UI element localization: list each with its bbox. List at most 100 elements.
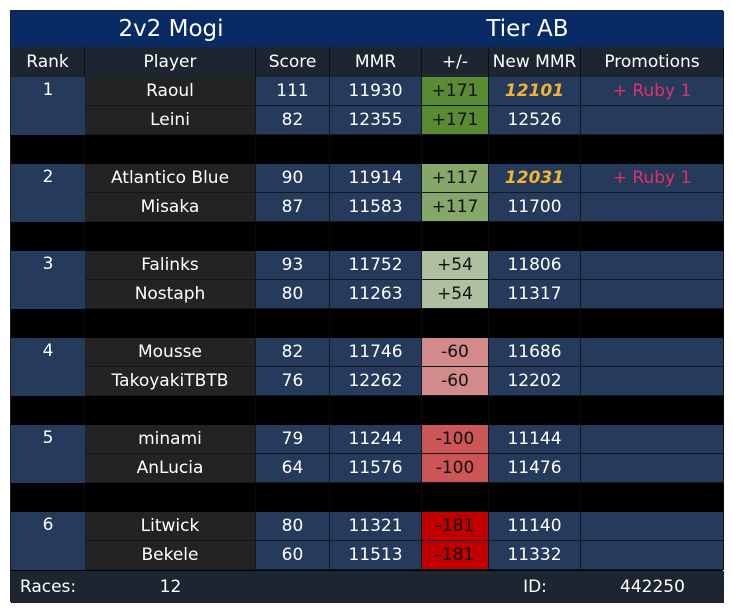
player-score: 80 (256, 280, 330, 309)
table-row: Misaka 87 11583 +117 11700 (11, 193, 724, 222)
player-name: Misaka (85, 193, 256, 222)
player-score: 111 (256, 77, 330, 106)
new-mmr: 12526 (489, 106, 581, 135)
table-row: Litwick 80 11321 -181 11140 (11, 512, 724, 541)
tier-title: Tier AB (486, 16, 569, 42)
separator-cell (11, 309, 85, 338)
header-new-mmr: New MMR (489, 47, 581, 77)
table-row: Leini 82 12355 +171 12526 (11, 106, 724, 135)
new-mmr: 11700 (489, 193, 581, 222)
separator-cell (85, 222, 256, 251)
player-score: 76 (256, 367, 330, 396)
promotion (581, 251, 724, 280)
player-score: 82 (256, 338, 330, 367)
promotion (581, 338, 724, 367)
separator-cell (85, 309, 256, 338)
promotion (581, 541, 724, 570)
separator-cell (85, 135, 256, 164)
id-label: ID: (523, 577, 547, 597)
new-mmr: 11144 (489, 425, 581, 454)
player-score: 80 (256, 512, 330, 541)
header-mmr: MMR (330, 47, 422, 77)
promotion (581, 425, 724, 454)
team-separator (11, 135, 724, 164)
separator-cell (489, 396, 581, 425)
player-score: 79 (256, 425, 330, 454)
separator-cell (489, 222, 581, 251)
player-name: Falinks (85, 251, 256, 280)
player-name: Atlantico Blue (85, 164, 256, 193)
separator-cell (11, 396, 85, 425)
separator-cell (256, 135, 330, 164)
player-score: 82 (256, 106, 330, 135)
id-value: 442250 (620, 577, 685, 597)
header-rank: Rank (11, 47, 85, 77)
separator-cell (256, 483, 330, 512)
team-rank: 4 (11, 338, 85, 396)
player-name: TakoyakiTBTB (85, 367, 256, 396)
player-mmr: 11244 (330, 425, 422, 454)
table-row: Mousse 82 11746 -60 11686 (11, 338, 724, 367)
mmr-change: -60 (422, 367, 489, 396)
promotion: + Ruby 1 (581, 77, 724, 106)
races-label: Races: (19, 577, 77, 597)
mmr-change: +117 (422, 193, 489, 222)
new-mmr: 11476 (489, 454, 581, 483)
player-score: 93 (256, 251, 330, 280)
table-row: TakoyakiTBTB 76 12262 -60 12202 (11, 367, 724, 396)
player-mmr: 11746 (330, 338, 422, 367)
table-row: minami 79 11244 -100 11144 (11, 425, 724, 454)
player-mmr: 11513 (330, 541, 422, 570)
new-mmr: 12202 (489, 367, 581, 396)
mmr-change: -60 (422, 338, 489, 367)
header-promotions: Promotions (581, 47, 724, 77)
new-mmr: 11806 (489, 251, 581, 280)
mmr-change: +54 (422, 280, 489, 309)
promotion (581, 193, 724, 222)
mmr-change: -100 (422, 454, 489, 483)
player-score: 87 (256, 193, 330, 222)
player-name: Bekele (85, 541, 256, 570)
player-mmr: 11263 (330, 280, 422, 309)
team-rank: 6 (11, 512, 85, 570)
player-name: AnLucia (85, 454, 256, 483)
new-mmr: 11317 (489, 280, 581, 309)
player-mmr: 11930 (330, 77, 422, 106)
player-score: 60 (256, 541, 330, 570)
separator-cell (422, 483, 489, 512)
races-value: 12 (159, 577, 182, 597)
separator-cell (422, 222, 489, 251)
separator-cell (330, 483, 422, 512)
promotion: + Ruby 1 (581, 164, 724, 193)
team-rank: 5 (11, 425, 85, 483)
separator-cell (489, 483, 581, 512)
team-rank: 2 (11, 164, 85, 222)
table-row: Falinks 93 11752 +54 11806 (11, 251, 724, 280)
separator-cell (422, 135, 489, 164)
mmr-change: +117 (422, 164, 489, 193)
player-mmr: 11752 (330, 251, 422, 280)
player-mmr: 11321 (330, 512, 422, 541)
table-row: Raoul 111 11930 +171 12101 + Ruby 1 (11, 77, 724, 106)
new-mmr: 11140 (489, 512, 581, 541)
player-score: 64 (256, 454, 330, 483)
separator-cell (330, 309, 422, 338)
player-name: Nostaph (85, 280, 256, 309)
separator-cell (489, 309, 581, 338)
separator-cell (85, 483, 256, 512)
player-name: Leini (85, 106, 256, 135)
team-rank: 3 (11, 251, 85, 309)
player-name: Litwick (85, 512, 256, 541)
separator-cell (422, 396, 489, 425)
player-mmr: 12355 (330, 106, 422, 135)
player-name: Raoul (85, 77, 256, 106)
promotion (581, 280, 724, 309)
separator-cell (330, 135, 422, 164)
table-row: Nostaph 80 11263 +54 11317 (11, 280, 724, 309)
separator-cell (422, 309, 489, 338)
column-header-row: Rank Player Score MMR +/- New MMR Promot… (11, 47, 724, 77)
separator-cell (11, 483, 85, 512)
header-player: Player (85, 47, 256, 77)
mogi-results-table: 2v2 Mogi Tier AB Rank Player Score MMR +… (10, 10, 724, 603)
table-row: Bekele 60 11513 -181 11332 (11, 541, 724, 570)
